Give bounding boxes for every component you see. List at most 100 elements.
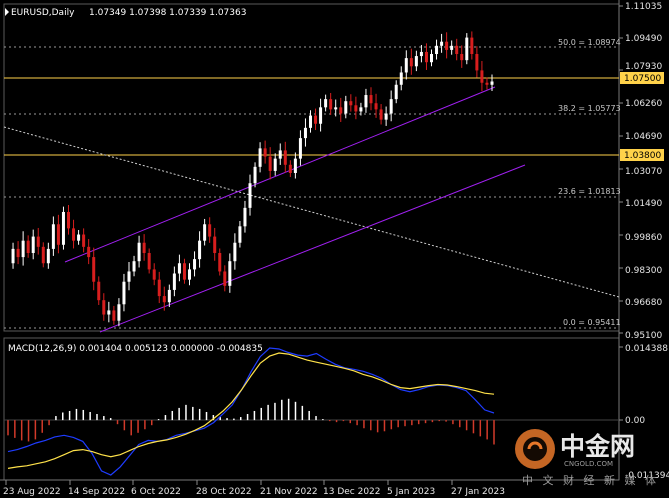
candle-body (303, 127, 307, 139)
candle-body (41, 246, 45, 264)
candle-body (435, 45, 439, 55)
price-tick-label-6: 1.01490 (625, 199, 662, 209)
cngold-watermark: 中金网 CNGOLD.COM 中 文 财 经 新 媒 体 (515, 429, 656, 487)
candle-body (142, 242, 146, 253)
candle-body (56, 224, 60, 245)
fib-label-0: 0.0 = 0.95411 (563, 318, 621, 327)
candle-body (329, 99, 333, 110)
candle-body (268, 156, 272, 171)
macd-tick-label-top: 0.014388 (625, 344, 668, 354)
candle-body (11, 248, 15, 264)
candle-body (419, 51, 423, 57)
candle-body (177, 263, 181, 274)
channel-upper-line[interactable] (64, 86, 496, 263)
candle-body (97, 281, 101, 301)
candle-body (127, 271, 131, 282)
candle-body (31, 236, 35, 253)
candle-body (243, 207, 247, 227)
candle-body (475, 54, 479, 71)
candle-body (490, 81, 494, 85)
fibonacci-levels: 50.0 = 1.08974 38.2 = 1.05773 23.6 = 1.0… (4, 38, 621, 329)
candle-body (309, 115, 312, 128)
candle-body (107, 310, 111, 315)
macd-tick-label-bottom: -0.011394 (625, 471, 669, 481)
candle-body (82, 234, 86, 247)
channel-lower-line[interactable] (99, 164, 526, 333)
candle-body (167, 289, 171, 303)
candle-body (223, 271, 227, 286)
fib-label-23: 23.6 = 1.01813 (558, 187, 621, 196)
symbol-label: EURUSD,Daily (11, 8, 75, 18)
candle-body (394, 84, 398, 100)
candle-body (344, 101, 348, 114)
candle-body (208, 224, 212, 237)
candle-body (193, 259, 197, 270)
macd-axis: 0.014388 0.00 -0.011394 (619, 344, 669, 481)
price-tick-label-8: 0.98300 (625, 266, 662, 276)
candle-body (77, 234, 81, 241)
fib-label-38: 38.2 = 1.05773 (558, 104, 621, 113)
candle-body (51, 224, 55, 249)
candle-body (61, 211, 65, 245)
candle-body (440, 41, 444, 46)
time-label-2: 6 Oct 2022 (131, 487, 181, 497)
price-tick-label-5: 1.03070 (625, 167, 662, 177)
candle-body (152, 269, 156, 280)
candle-body (354, 105, 358, 112)
candle-body (314, 115, 318, 124)
candle-body (389, 99, 393, 114)
candle-body (324, 99, 328, 108)
candle-body (334, 107, 338, 110)
candle-body (409, 58, 413, 67)
watermark-brand: 中金网 (560, 432, 635, 461)
candle-body (404, 58, 408, 73)
price-tick-label-7: 0.99860 (625, 233, 662, 243)
time-label-1: 14 Sep 2022 (68, 487, 125, 497)
price-tick-label-0: 1.11035 (625, 2, 662, 12)
candle-body (379, 109, 383, 120)
candle-body (46, 248, 50, 264)
candle-body (298, 138, 302, 159)
time-label-3: 28 Oct 2022 (196, 487, 252, 497)
candle-body (460, 54, 464, 61)
candle-body (485, 82, 489, 85)
candle-body (288, 164, 292, 173)
price-badge-107500 (620, 72, 664, 84)
price-tick-label-4: 1.04690 (625, 132, 662, 142)
candle-body (228, 261, 232, 286)
candle-body (137, 242, 141, 262)
time-label-5: 13 Dec 2022 (323, 487, 381, 497)
time-label-4: 21 Nov 2022 (260, 487, 318, 497)
candle-body (470, 37, 474, 55)
candle-body (283, 150, 287, 165)
candle-body (339, 107, 343, 114)
price-badge-label-107500: 1.07500 (624, 74, 661, 84)
candle-body (349, 101, 353, 106)
candlestick-series (11, 31, 494, 327)
candle-body (147, 252, 151, 270)
cngold-logo-swirl (527, 441, 543, 450)
candle-body (188, 269, 191, 280)
candle-body (218, 252, 222, 272)
time-label-0: 23 Aug 2022 (3, 487, 61, 497)
candle-body (258, 148, 262, 167)
header-triangle-icon (5, 8, 9, 16)
macd-label: MACD(12,26,9) 0.001404 0.005123 0.000000… (8, 344, 263, 354)
candle-body (213, 236, 217, 253)
macd-histogram (7, 398, 495, 445)
candle-body (67, 211, 70, 229)
candle-body (263, 148, 267, 157)
ascending-channel[interactable] (64, 86, 526, 333)
price-tick-label-9: 0.96680 (625, 298, 662, 308)
ohlc-values: 1.07349 1.07398 1.07339 1.07363 (89, 8, 246, 18)
candle-body (364, 95, 368, 108)
macd-main-line (7, 347, 495, 476)
candle-body (198, 240, 202, 260)
candle-body (21, 240, 25, 258)
candle-body (480, 70, 484, 83)
time-label-7: 27 Jan 2023 (451, 487, 505, 497)
candle-body (424, 51, 428, 63)
candle-body (182, 263, 186, 280)
